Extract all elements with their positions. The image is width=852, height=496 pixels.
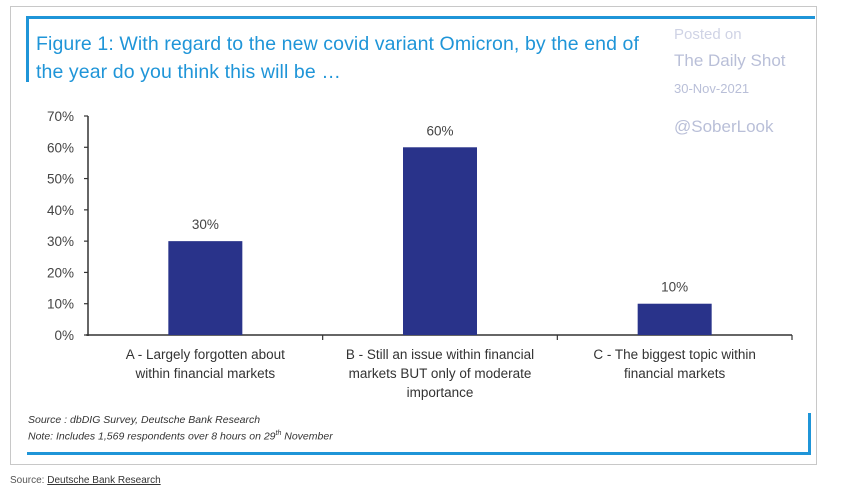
accent-bracket-right — [808, 413, 811, 455]
x-tick-label-line: B - Still an issue within financial — [346, 347, 534, 362]
accent-bracket-top — [27, 16, 815, 19]
data-label: 30% — [192, 217, 219, 232]
y-tick-label: 60% — [47, 140, 74, 155]
bar — [637, 303, 712, 335]
note-text: Note: Includes 1,569 respondents over 8 … — [28, 430, 276, 443]
accent-bracket-bottom — [27, 452, 811, 455]
x-tick-label-line: within financial markets — [135, 366, 276, 381]
y-tick-label: 10% — [47, 297, 74, 312]
y-tick-label: 70% — [47, 109, 74, 124]
y-tick-label: 50% — [47, 172, 74, 187]
data-label: 10% — [661, 280, 688, 295]
source-line: Source : dbDIG Survey, Deutsche Bank Res… — [28, 414, 261, 426]
x-tick-label-line: financial markets — [624, 366, 726, 381]
chart-title: Figure 1: With regard to the new covid v… — [36, 33, 640, 83]
x-tick-label-line: importance — [407, 385, 474, 400]
bar — [168, 241, 243, 335]
watermark-date: 30-Nov-2021 — [674, 81, 750, 96]
y-tick-label: 40% — [47, 203, 74, 218]
y-tick-label: 20% — [47, 265, 74, 280]
y-tick-label: 30% — [47, 234, 74, 249]
watermark-handle: @SoberLook — [674, 117, 774, 136]
x-tick-label: C - The biggest topic within financial ma… — [593, 347, 756, 381]
y-tick-label: 0% — [54, 328, 74, 343]
accent-bracket-left — [26, 16, 29, 82]
watermark-posted-on: Posted on — [674, 26, 742, 43]
x-tick-label: B - Still an issue within financial marke… — [346, 347, 534, 400]
note-line: Note: Includes 1,569 respondents over 8 … — [28, 427, 333, 444]
bar — [403, 147, 477, 335]
bar-chart: 0% 10% 20% 30% 40% 50% 60% 70% 30% A - Largely fo… — [47, 109, 793, 400]
x-tick-label: A - Largely forgotten about within financ… — [126, 347, 285, 381]
note-superscript: th — [275, 430, 282, 437]
footer-source-link[interactable]: Deutsche Bank Research — [47, 475, 161, 486]
watermark: Posted on The Daily Shot 30-Nov-2021 @So… — [674, 26, 814, 138]
note-text-suffix: November — [281, 430, 333, 443]
source-note: Source : dbDIG Survey, Deutsche Bank Res… — [28, 413, 333, 444]
footer-source: Source: Deutsche Bank Research — [10, 475, 161, 486]
x-tick-label-line: A - Largely forgotten about — [126, 347, 285, 362]
data-label: 60% — [426, 123, 453, 138]
watermark-publication: The Daily Shot — [674, 51, 786, 70]
footer-source-label: Source: — [10, 475, 48, 486]
x-tick-label-line: C - The biggest topic within — [593, 347, 756, 362]
x-tick-label-line: markets BUT only of moderate — [349, 366, 532, 381]
